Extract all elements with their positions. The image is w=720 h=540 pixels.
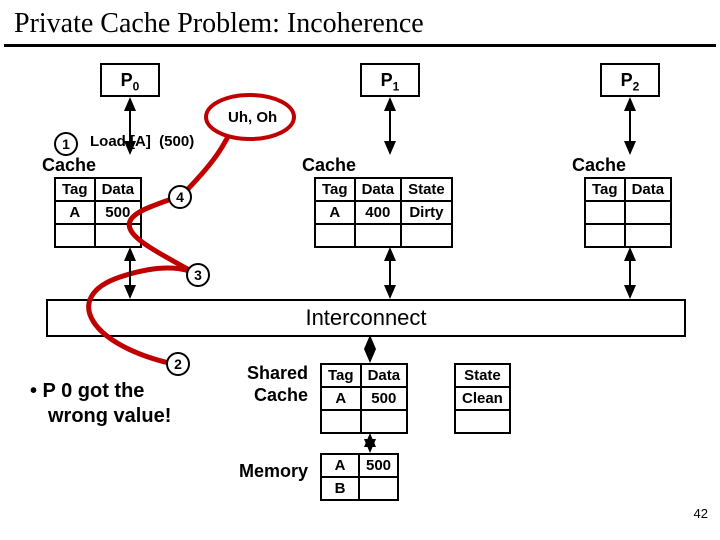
step-circle-4: 4 [168,185,192,209]
step-circle-3: 3 [186,263,210,287]
uhoh-text: Uh, Oh [228,109,277,126]
red-flow-curve-3 [180,127,233,197]
red-flow-curve [89,268,198,365]
diagram-stage: P0 P1 P2 Uh, Oh Load [A] (500) Cache Tag… [0,47,720,527]
slide-title: Private Cache Problem: Incoherence [0,0,720,44]
svg-layer [0,47,720,527]
step-circle-2: 2 [166,352,190,376]
red-flow-curve-2 [129,196,198,275]
step-circle-1: 1 [54,132,78,156]
